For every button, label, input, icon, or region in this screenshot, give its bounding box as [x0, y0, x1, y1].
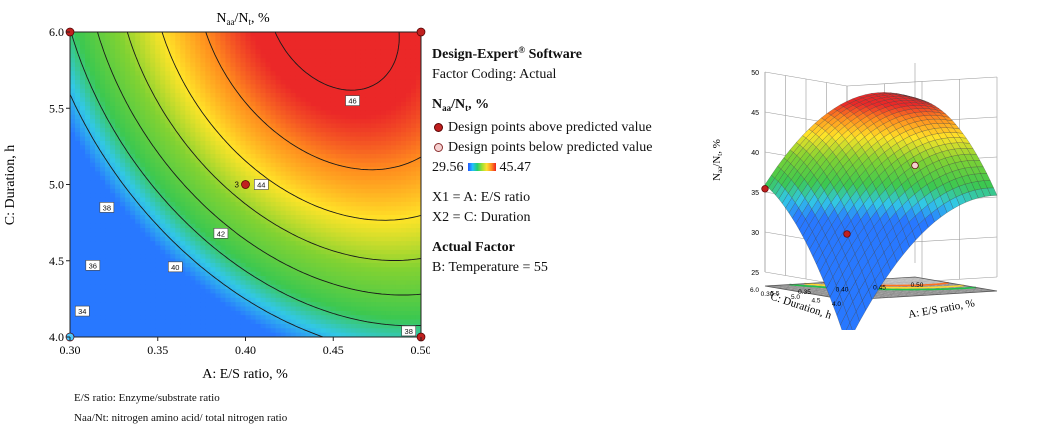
z-tick-label: 40: [751, 150, 759, 157]
actual-factor-value: B: Temperature = 55: [432, 260, 548, 275]
y-tick-label: 5.5: [49, 101, 64, 115]
contour-line-46: [274, 32, 400, 91]
svg-text:46: 46: [348, 97, 356, 106]
contour-label: 36: [85, 260, 101, 271]
z-tick-label: 25: [751, 270, 759, 277]
contour-x-axis-label: A: E/S ratio, %: [202, 367, 288, 382]
surface-design-point: [761, 185, 769, 193]
factor-x1: X1 = A: E/S ratio: [432, 190, 531, 205]
legend-panel: Design-Expert® Software Factor Coding: A…: [432, 40, 722, 278]
contour-label: 42: [213, 228, 229, 239]
contour-label: 34: [74, 305, 90, 317]
svg-text:36: 36: [89, 261, 97, 270]
x-tick-label: 0.35: [147, 343, 168, 357]
contour-label: 38: [99, 202, 115, 213]
z-tick-label: 45: [751, 110, 759, 117]
y-tick-label: 4.5: [49, 254, 64, 268]
svg-text:38: 38: [103, 203, 111, 212]
design-point: [241, 180, 250, 189]
legend-above: Design points above predicted value: [432, 118, 722, 138]
contour-label: 38: [401, 325, 417, 337]
contour-plot: Naa/Nt, % 34 36 38 40 42 44 46 38 3 0.30 0.35 0.4…: [3, 11, 431, 382]
y-tick-label-3d: 5.5: [770, 291, 779, 298]
color-scale-bar: [467, 162, 496, 171]
y-tick-label-3d: 6.0: [750, 287, 759, 294]
surface-x-axis-label: A: E/S ratio, %: [907, 297, 975, 320]
svg-text:44: 44: [257, 181, 265, 190]
svg-text:40: 40: [171, 263, 179, 272]
x-tick-label-3d: 0.35: [798, 289, 811, 296]
footnote-es-ratio: E/S ratio: Enzyme/substrate ratio: [74, 392, 220, 404]
y-tick-label: 5.0: [49, 178, 64, 192]
design-point-replicate-label: 3: [235, 181, 240, 190]
x-tick-label: 0.30: [60, 343, 81, 357]
y-tick-label-3d: 5.0: [791, 294, 800, 301]
response-name: Naa/Nt, %: [432, 97, 490, 113]
svg-text:38: 38: [405, 327, 413, 336]
factor-x2: X2 = C: Duration: [432, 210, 531, 225]
footnotes: E/S ratio: Enzyme/substrate ratio Naa/Nt…: [74, 388, 287, 428]
design-point: [416, 27, 426, 37]
surface-plot: 25 30 35 40 45 50 0.30 0.35 0.40 0.45 0.50 4.0 4.5 5.…: [711, 63, 998, 330]
contour-line-40: [126, 32, 421, 261]
y-tick-label: 4.0: [49, 330, 64, 344]
y-tick-label: 6.0: [49, 25, 64, 39]
point-below-icon: [434, 142, 443, 152]
contour-line-36: [70, 32, 421, 327]
legend-below: Design points below predicted value: [432, 138, 722, 158]
contour-label: 46: [345, 95, 360, 106]
contour-title: Naa/Nt, %: [216, 11, 270, 27]
y-tick-label-3d: 4.0: [832, 301, 841, 308]
z-tick-label: 35: [751, 190, 759, 197]
contour-label: 40: [168, 261, 183, 273]
software-title: Design-Expert® Software: [432, 45, 582, 62]
x-tick-label: 0.50: [411, 343, 431, 357]
x-tick-label-3d: 0.30: [761, 291, 774, 298]
x-tick-label-3d: 0.40: [836, 287, 849, 294]
svg-text:34: 34: [78, 307, 86, 316]
color-scale: 29.56 45.47: [432, 160, 531, 175]
actual-factor-title: Actual Factor: [432, 240, 515, 255]
contour-line-38: [97, 32, 421, 296]
z-tick-label: 50: [751, 70, 759, 77]
x-tick-label: 0.45: [323, 343, 344, 357]
contour-y-axis-label: C: Duration, h: [3, 145, 18, 226]
x-tick-label-3d: 0.45: [873, 284, 886, 291]
svg-text:42: 42: [217, 229, 225, 238]
contour-line-34: [70, 94, 324, 337]
factor-coding: Factor Coding: Actual: [432, 67, 557, 82]
surface-design-point: [911, 161, 919, 170]
z-tick-label: 30: [751, 230, 759, 237]
surface-z-axis-label: Naa/Nt, %: [711, 139, 724, 181]
point-above-icon: [434, 122, 443, 132]
surface-design-point: [843, 230, 851, 238]
footnote-naa-nt: Naa/Nt: nitrogen amino acid/ total nitro…: [74, 412, 288, 424]
contour-label: 44: [253, 179, 269, 190]
x-tick-label-3d: 0.50: [911, 282, 924, 289]
x-tick-label: 0.40: [235, 343, 256, 357]
y-tick-label-3d: 4.5: [811, 298, 820, 305]
